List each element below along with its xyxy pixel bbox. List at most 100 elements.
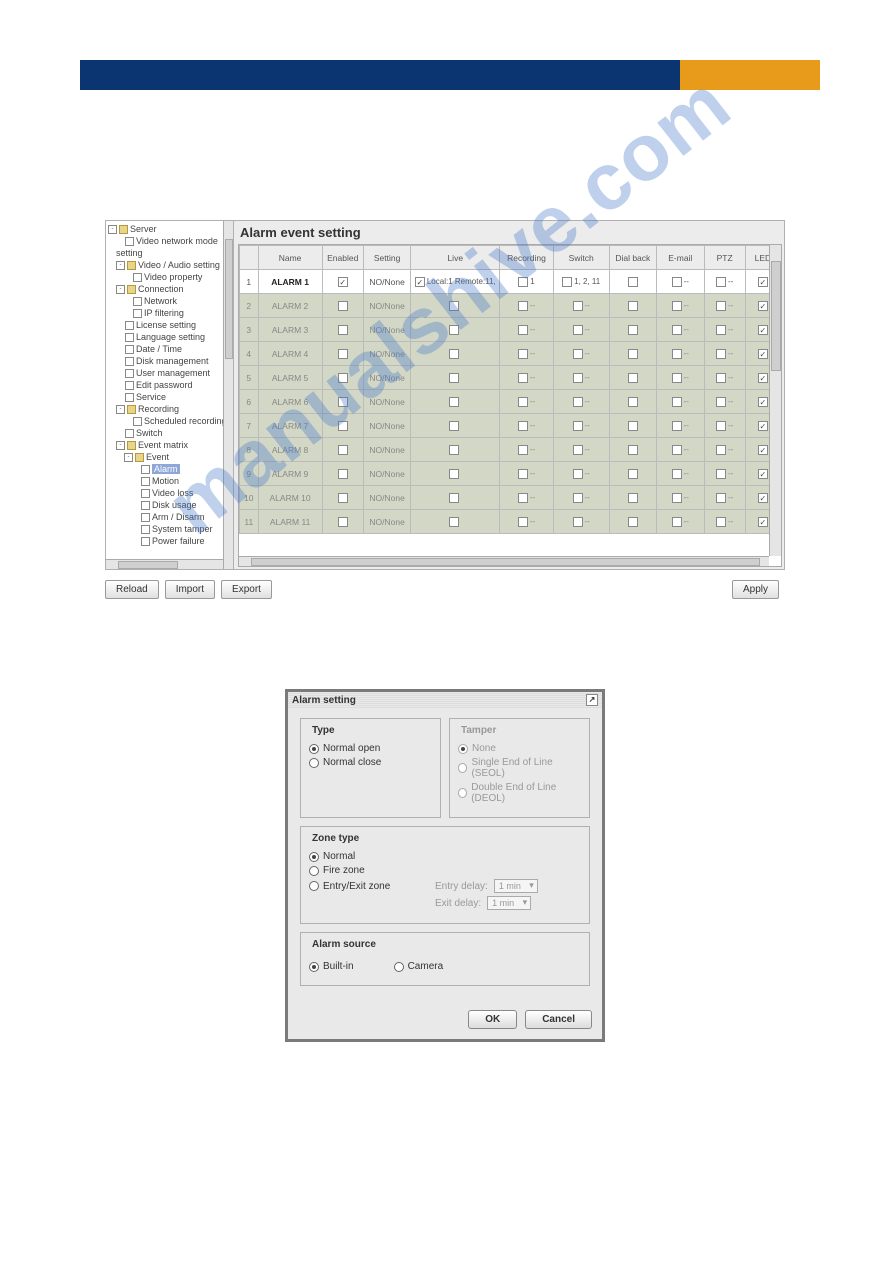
radio-option[interactable]: Camera <box>394 961 444 972</box>
checkbox[interactable] <box>518 517 528 527</box>
tree-item[interactable]: Recording <box>138 404 179 414</box>
table-row[interactable]: 10ALARM 10NO/None-------- <box>240 486 781 510</box>
tree-toggle-icon[interactable]: - <box>116 261 125 270</box>
checkbox[interactable] <box>758 469 768 479</box>
checkbox[interactable] <box>716 373 726 383</box>
checkbox[interactable] <box>628 301 638 311</box>
checkbox[interactable] <box>518 397 528 407</box>
checkbox[interactable] <box>573 373 583 383</box>
checkbox[interactable] <box>758 277 768 287</box>
checkbox[interactable] <box>758 421 768 431</box>
cancel-button[interactable]: Cancel <box>525 1010 592 1029</box>
checkbox[interactable] <box>672 301 682 311</box>
setting-cell[interactable]: NO/None <box>363 270 410 294</box>
checkbox[interactable] <box>758 325 768 335</box>
checkbox[interactable] <box>716 517 726 527</box>
reload-button[interactable]: Reload <box>105 580 159 599</box>
checkbox[interactable] <box>716 469 726 479</box>
apply-button[interactable]: Apply <box>732 580 779 599</box>
tree-item[interactable]: Arm / Disarm <box>152 512 205 522</box>
checkbox[interactable] <box>758 373 768 383</box>
checkbox[interactable] <box>518 421 528 431</box>
checkbox[interactable] <box>716 301 726 311</box>
tree-item[interactable]: Disk usage <box>152 500 197 510</box>
checkbox[interactable] <box>338 421 348 431</box>
checkbox[interactable] <box>573 325 583 335</box>
tree-scrollbar-h[interactable] <box>106 559 223 569</box>
table-row[interactable]: 8ALARM 8NO/None-------- <box>240 438 781 462</box>
setting-cell[interactable]: NO/None <box>363 462 410 486</box>
tree-item[interactable]: User management <box>136 368 210 378</box>
checkbox[interactable] <box>562 277 572 287</box>
import-button[interactable]: Import <box>165 580 215 599</box>
setting-cell[interactable]: NO/None <box>363 342 410 366</box>
checkbox[interactable] <box>449 493 459 503</box>
tree-item[interactable]: Power failure <box>152 536 205 546</box>
table-scrollbar-h[interactable] <box>239 556 769 566</box>
checkbox[interactable] <box>716 349 726 359</box>
checkbox[interactable] <box>672 325 682 335</box>
setting-cell[interactable]: NO/None <box>363 390 410 414</box>
checkbox[interactable] <box>573 493 583 503</box>
checkbox[interactable] <box>672 277 682 287</box>
tree-item[interactable]: Service <box>136 392 166 402</box>
checkbox[interactable] <box>338 493 348 503</box>
radio-option[interactable]: Normal <box>309 851 581 862</box>
checkbox[interactable] <box>716 445 726 455</box>
radio-option[interactable]: Built-in <box>309 961 354 972</box>
checkbox[interactable] <box>758 349 768 359</box>
checkbox[interactable] <box>758 517 768 527</box>
checkbox[interactable] <box>449 421 459 431</box>
ok-button[interactable]: OK <box>468 1010 517 1029</box>
tree-item[interactable]: IP filtering <box>144 308 184 318</box>
checkbox[interactable] <box>338 301 348 311</box>
checkbox[interactable] <box>672 421 682 431</box>
checkbox[interactable] <box>338 517 348 527</box>
tree-item[interactable]: Motion <box>152 476 179 486</box>
table-row[interactable]: 4ALARM 4NO/None-------- <box>240 342 781 366</box>
checkbox[interactable] <box>672 349 682 359</box>
tree-toggle-icon[interactable]: - <box>116 405 125 414</box>
table-row[interactable]: 3ALARM 3NO/None-------- <box>240 318 781 342</box>
setting-cell[interactable]: NO/None <box>363 438 410 462</box>
tree-item[interactable]: License setting <box>136 320 196 330</box>
checkbox[interactable] <box>449 349 459 359</box>
checkbox[interactable] <box>758 301 768 311</box>
table-row[interactable]: 2ALARM 2NO/None-------- <box>240 294 781 318</box>
checkbox[interactable] <box>518 277 528 287</box>
table-row[interactable]: 5ALARM 5NO/None-------- <box>240 366 781 390</box>
table-row[interactable]: 7ALARM 7NO/None-------- <box>240 414 781 438</box>
checkbox[interactable] <box>628 277 638 287</box>
sidebar-tree[interactable]: -ServerVideo network mode setting-Video … <box>106 221 234 569</box>
setting-cell[interactable]: NO/None <box>363 366 410 390</box>
tree-item[interactable]: Alarm <box>152 464 180 474</box>
checkbox[interactable] <box>628 325 638 335</box>
tree-item[interactable]: Event <box>146 452 169 462</box>
checkbox[interactable] <box>449 325 459 335</box>
tree-item[interactable]: Event matrix <box>138 440 188 450</box>
checkbox[interactable] <box>716 325 726 335</box>
checkbox[interactable] <box>518 493 528 503</box>
checkbox[interactable] <box>573 445 583 455</box>
checkbox[interactable] <box>449 301 459 311</box>
dialog-titlebar[interactable]: Alarm setting ↗ <box>288 692 602 708</box>
checkbox[interactable] <box>518 445 528 455</box>
tree-toggle-icon[interactable]: - <box>116 285 125 294</box>
table-row[interactable]: 11ALARM 11NO/None-------- <box>240 510 781 534</box>
radio-option[interactable]: Normal close <box>309 757 432 768</box>
checkbox[interactable] <box>758 445 768 455</box>
popout-icon[interactable]: ↗ <box>586 694 598 706</box>
checkbox[interactable] <box>449 445 459 455</box>
radio-option[interactable]: Fire zone <box>309 865 581 876</box>
checkbox[interactable] <box>758 397 768 407</box>
checkbox[interactable] <box>672 397 682 407</box>
export-button[interactable]: Export <box>221 580 272 599</box>
checkbox[interactable] <box>716 277 726 287</box>
checkbox[interactable] <box>415 277 425 287</box>
checkbox[interactable] <box>338 325 348 335</box>
checkbox[interactable] <box>628 493 638 503</box>
setting-cell[interactable]: NO/None <box>363 486 410 510</box>
checkbox[interactable] <box>518 373 528 383</box>
checkbox[interactable] <box>338 277 348 287</box>
setting-cell[interactable]: NO/None <box>363 414 410 438</box>
